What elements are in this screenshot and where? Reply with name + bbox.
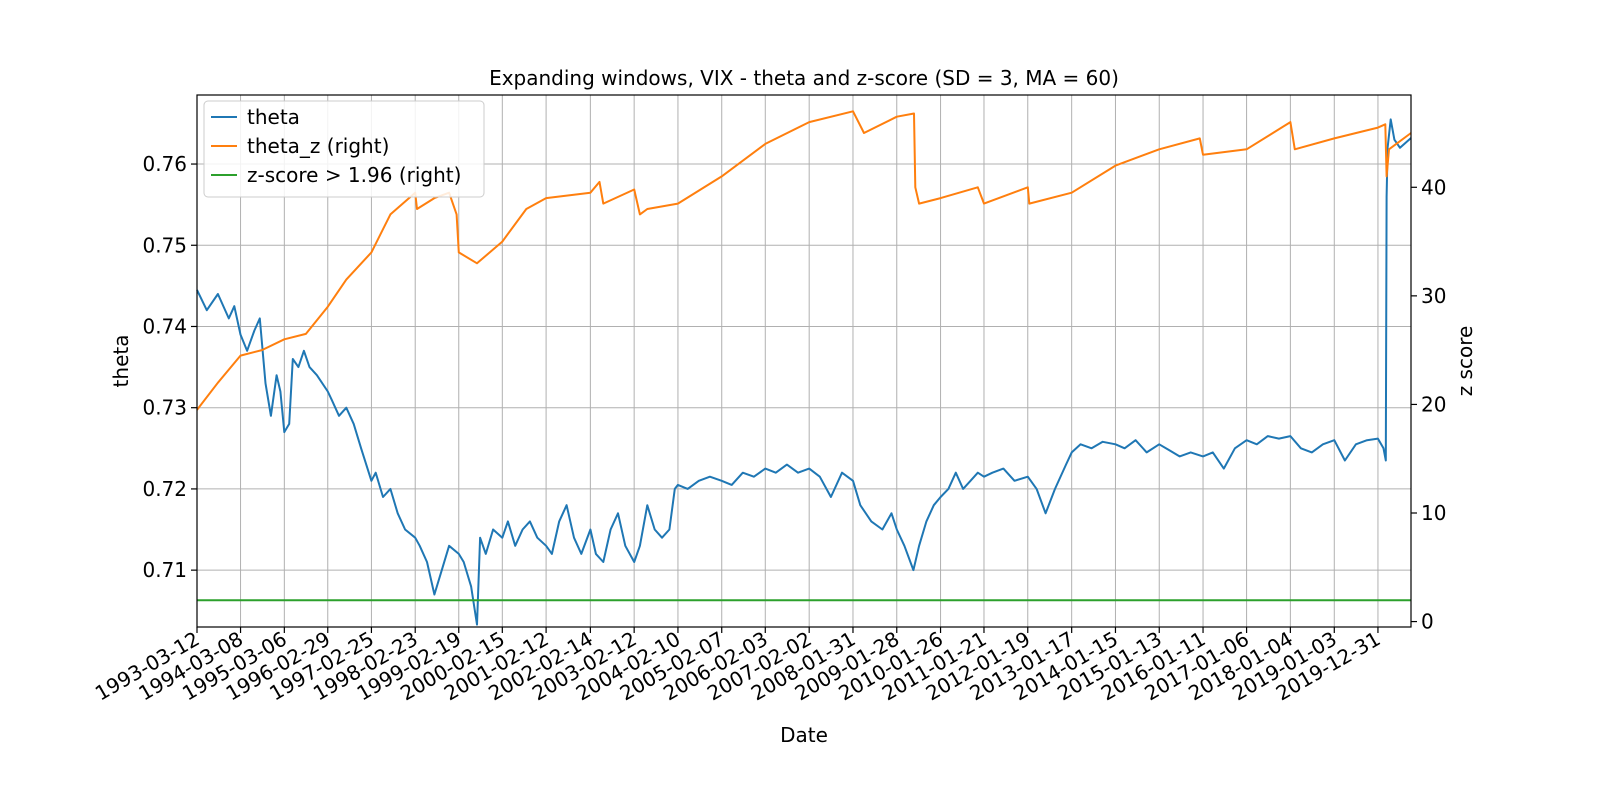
legend: theta theta_z (right) z-score > 1.96 (righ…: [203, 100, 485, 198]
y2-tick-label: 20: [1421, 392, 1446, 416]
x-axis-ticks: 1993-03-121994-03-081995-03-061996-02-29…: [91, 627, 1385, 706]
y-tick-label: 0.73: [142, 396, 187, 420]
y2-tick-label: 30: [1421, 284, 1446, 308]
y2-tick-label: 0: [1421, 610, 1434, 634]
x-axis-title: Date: [780, 723, 828, 747]
legend-label: theta_z (right): [247, 134, 389, 158]
legend-label: z-score > 1.96 (right): [247, 163, 461, 187]
y-axis-title: theta: [109, 335, 133, 388]
y-tick-label: 0.76: [142, 152, 187, 176]
series-line-0: [196, 118, 1412, 626]
y-tick-label: 0.71: [142, 558, 187, 582]
y2-tick-label: 10: [1421, 501, 1446, 525]
plot-frame: [196, 94, 1412, 628]
series-line-1: [196, 110, 1412, 411]
legend-box: [203, 100, 485, 198]
y2-axis-title: z score: [1453, 326, 1477, 397]
y2-axis-ticks: 0 10 20 30 40: [1411, 175, 1446, 634]
y-axis-ticks: 0.71 0.72 0.73 0.74 0.75 0.76: [142, 152, 197, 582]
chart-title: Expanding windows, VIX - theta and z-sco…: [489, 66, 1119, 90]
y-tick-label: 0.74: [142, 314, 187, 338]
y-tick-label: 0.72: [142, 477, 187, 501]
series-layer: [196, 110, 1412, 626]
legend-label: theta: [247, 105, 300, 129]
y-tick-label: 0.75: [142, 233, 187, 257]
y2-tick-label: 40: [1421, 175, 1446, 199]
